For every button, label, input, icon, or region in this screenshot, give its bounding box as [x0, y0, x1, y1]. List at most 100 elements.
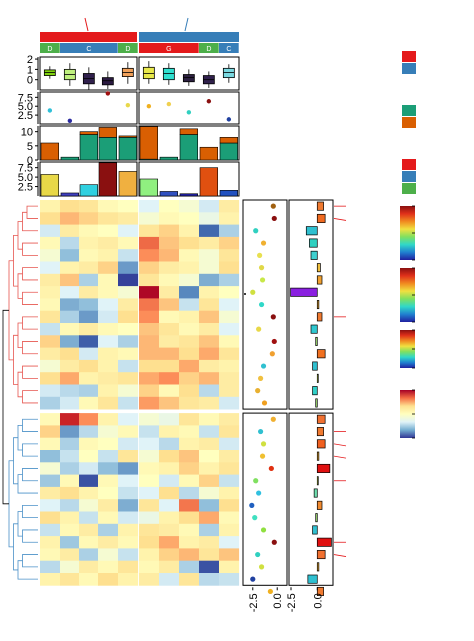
heatmap-cell — [40, 560, 61, 574]
heatmap-cell — [139, 511, 160, 525]
heatmap-cell — [40, 437, 61, 451]
heatmap-cell — [219, 273, 240, 287]
right-scatter-tick-label: 0.0 — [272, 593, 284, 608]
heatmap-cell — [60, 462, 81, 475]
row-dendrogram — [2, 205, 38, 580]
right-scatter-point — [258, 301, 265, 308]
heatmap-cell — [179, 236, 200, 250]
heatmap-cell — [219, 347, 240, 361]
dendrogram-branch — [22, 365, 38, 379]
legend-colorbar — [400, 268, 415, 322]
heatmap-cell — [219, 323, 240, 336]
heatmap-cell — [219, 425, 240, 439]
row-label-connector — [333, 443, 347, 447]
heatmap-cell — [159, 273, 180, 287]
heatmap-cell — [199, 536, 220, 549]
dendrogram-branch — [17, 511, 23, 537]
dendrogram-branch — [17, 273, 23, 299]
bar1-segment-t1b — [219, 137, 239, 144]
heatmap-cell — [118, 298, 139, 312]
heatmap-cell — [98, 560, 119, 574]
legend-swatch — [402, 159, 416, 170]
heatmap-cell — [139, 236, 160, 250]
heatmap-cell — [60, 523, 81, 537]
heatmap-cell — [118, 413, 139, 426]
heatmap-cell — [159, 511, 180, 525]
heatmap-cell — [159, 261, 180, 275]
heatmap-cell — [98, 450, 119, 463]
bar4-bar — [98, 162, 118, 197]
heatmap-cell — [40, 384, 61, 398]
heatmap-cell — [219, 536, 240, 549]
heatmap-cell — [98, 298, 119, 312]
right-scatter-outlier-dot — [244, 293, 246, 295]
right-scatter-point — [267, 588, 273, 595]
right-scatter-point — [250, 289, 256, 295]
heatmap-cell — [118, 396, 139, 410]
heatmap-cell — [79, 536, 100, 549]
scatter-frame-b — [138, 91, 240, 125]
dendrogram-branch — [17, 474, 38, 494]
heatmap-cell — [40, 200, 61, 213]
heatmap-cell — [79, 212, 100, 225]
heatmap-cell — [79, 384, 100, 398]
heatmap-cell — [219, 486, 240, 500]
right-bar — [316, 550, 326, 560]
heatmap-cell — [139, 413, 160, 426]
heatmap-cell — [40, 450, 61, 463]
heatmap-cell — [139, 335, 160, 348]
heatmap-cell — [159, 413, 180, 426]
bar1-segment-t1b — [40, 142, 60, 161]
right-bar — [315, 398, 318, 408]
heatmap-cell — [139, 200, 160, 213]
bar1-segment-t1a — [219, 142, 239, 161]
heatmap-cell — [219, 548, 240, 562]
heatmap-cell — [219, 511, 240, 525]
heatmap-cell — [40, 425, 61, 439]
heatmap-cell — [219, 384, 240, 398]
dendrogram-branch — [22, 390, 38, 404]
bar4-bar — [139, 178, 159, 197]
heatmap-cell — [118, 548, 139, 562]
heatmap-cell — [159, 536, 180, 549]
heatmap-cell — [79, 335, 100, 348]
heatmap-cell — [60, 359, 81, 373]
right-scatter-point — [261, 400, 268, 406]
ab-bar-groupb — [139, 32, 239, 42]
heatmap-cell — [60, 499, 81, 512]
dendrogram-branch — [13, 334, 18, 385]
right-scatter-point — [259, 453, 266, 459]
bar1-segment-t1b — [79, 131, 99, 135]
legend-swatch — [402, 171, 416, 182]
bar1-segment-t1b — [179, 128, 199, 135]
right-bar — [316, 213, 326, 223]
heatmap-cell — [118, 359, 139, 373]
heatmap-cell — [179, 323, 200, 336]
heatmap-cell — [139, 462, 160, 475]
legend-swatch — [402, 117, 416, 128]
heatmap-cell — [179, 200, 200, 213]
scatter-tick-label: 2.5 — [18, 110, 33, 122]
heatmap-cell — [179, 548, 200, 562]
dendrogram-branch — [22, 242, 38, 256]
heatmap-cell — [219, 224, 240, 238]
heatmap-cell — [98, 437, 119, 451]
cd-bar-segment-text: C — [226, 46, 231, 53]
heatmap-cell — [199, 560, 220, 574]
heatmap-cell — [159, 523, 180, 537]
heatmap-cell — [60, 560, 81, 574]
heatmap-cell — [98, 425, 119, 439]
heatmap-cell — [40, 261, 61, 275]
exp-frame-b — [138, 56, 240, 91]
heatmap-cell — [179, 224, 200, 238]
heatmap-cell — [159, 450, 180, 463]
heatmap-cell — [118, 523, 139, 537]
dendrogram-branch — [22, 316, 38, 330]
heatmap-cell — [179, 486, 200, 500]
heatmap-cell — [79, 450, 100, 463]
heatmap-cell — [40, 249, 61, 262]
exp-tick-label: 0 — [27, 75, 33, 87]
dendrogram-branch — [13, 234, 18, 287]
right-bar — [316, 537, 332, 547]
